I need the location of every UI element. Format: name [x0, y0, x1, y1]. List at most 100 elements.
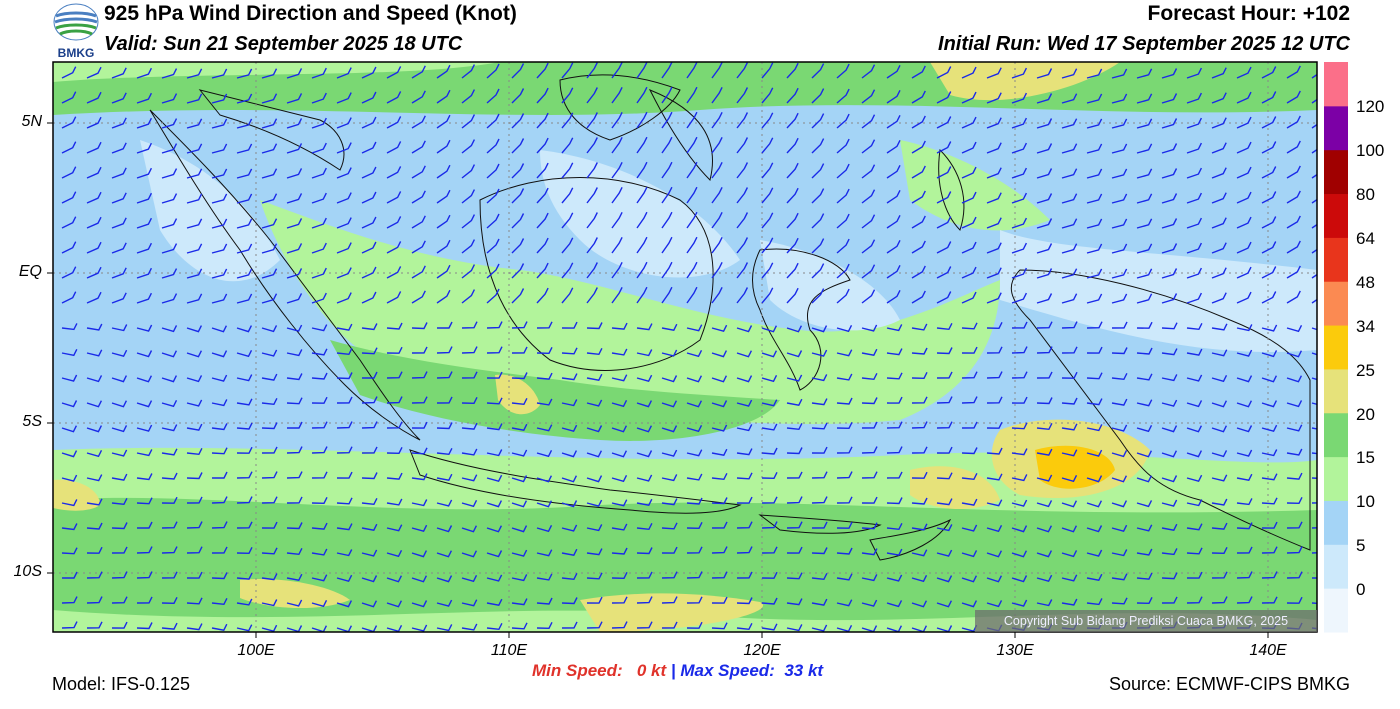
wind-barb — [161, 168, 178, 179]
wind-barb — [86, 241, 102, 254]
wind-barb — [1136, 68, 1153, 79]
wind-barb — [311, 496, 328, 505]
wind-barb — [861, 264, 876, 279]
wind-barb — [786, 350, 803, 358]
colorbar-label: 80 — [1356, 185, 1375, 204]
wind-barb — [261, 397, 278, 406]
wind-barb — [486, 113, 500, 129]
wind-barb — [1136, 572, 1153, 580]
wind-barb — [1061, 243, 1078, 254]
wind-barb — [1161, 243, 1178, 254]
wind-barb — [661, 62, 673, 79]
wind-barb — [1136, 218, 1153, 229]
wind-barb — [886, 471, 903, 479]
wind-barb — [836, 547, 853, 555]
wind-barb — [1086, 243, 1103, 254]
wind-barb — [211, 218, 228, 229]
wind-barb — [286, 496, 303, 504]
wind-barb — [1111, 450, 1128, 458]
sw-yellow-patch — [240, 579, 350, 609]
wind-barb — [1061, 346, 1078, 354]
wind-barb — [586, 347, 603, 356]
wind-barb — [836, 188, 850, 204]
wind-barb — [611, 621, 628, 629]
wind-barb — [786, 398, 803, 406]
wind-barb — [711, 186, 723, 204]
wind-barb — [1036, 448, 1053, 456]
wind-barb — [186, 375, 203, 383]
wind-barb — [986, 192, 1002, 204]
wind-barb — [336, 549, 353, 557]
wind-barb — [286, 522, 303, 530]
wind-barb — [1211, 450, 1228, 458]
wind-barb — [636, 186, 648, 204]
wind-barb — [611, 374, 628, 382]
colorbar-swatch — [1324, 62, 1348, 107]
wind-barb — [911, 497, 928, 505]
wind-barb — [1186, 92, 1203, 104]
wind-barb — [661, 449, 678, 457]
wind-barb — [211, 521, 228, 529]
wind-barb — [1036, 193, 1053, 204]
wind-barb — [686, 596, 703, 604]
wind-barb — [736, 375, 753, 383]
wind-barb — [1061, 321, 1078, 329]
wind-barb — [1111, 573, 1128, 581]
wind-barb — [1136, 347, 1153, 355]
wind-barb — [811, 325, 828, 333]
wind-barb — [86, 425, 103, 433]
wind-barb — [1286, 424, 1303, 432]
wind-barb — [761, 325, 778, 333]
wind-barb — [1061, 93, 1078, 104]
borneo-lightblue — [540, 150, 740, 278]
wind-barb — [1061, 218, 1078, 229]
wind-barb — [61, 596, 78, 604]
north-yellow-patch — [930, 62, 1120, 101]
wind-barb — [736, 287, 749, 304]
wind-barb — [411, 115, 426, 129]
wind-barb — [461, 139, 476, 154]
wind-barb — [62, 571, 78, 579]
wind-barb — [836, 446, 853, 454]
wind-barb — [1186, 242, 1203, 254]
wind-barb — [1311, 352, 1317, 356]
wind-barb — [536, 621, 553, 630]
wind-barb — [186, 423, 203, 431]
wind-barb — [61, 91, 77, 104]
wind-barb — [1161, 118, 1178, 129]
wind-barb — [536, 573, 553, 581]
wind-barb — [636, 400, 653, 408]
wind-barb — [911, 421, 928, 429]
wind-barb — [861, 89, 876, 104]
wind-barb — [1236, 116, 1252, 129]
nusa-tenggara-coast — [758, 514, 882, 534]
wind-barb — [136, 497, 153, 505]
wind-barb — [236, 143, 253, 154]
wind-barb — [186, 93, 203, 104]
wind-barb — [486, 397, 503, 405]
wind-barb — [711, 350, 728, 358]
wind-barb — [1186, 400, 1203, 408]
wind-barb — [1311, 198, 1317, 204]
wind-barb — [286, 547, 303, 556]
wind-barb — [761, 162, 774, 179]
wind-barb — [1161, 499, 1178, 507]
wind-barb — [411, 499, 428, 507]
wind-barb — [136, 350, 153, 358]
wind-barb — [286, 471, 303, 479]
wind-barb — [1111, 347, 1128, 355]
wind-barb — [236, 624, 253, 632]
wind-barb — [561, 450, 578, 458]
wind-barb — [486, 550, 503, 558]
wind-barb — [1086, 525, 1103, 533]
wind-barb — [361, 291, 377, 304]
lon-label: 120E — [743, 642, 781, 659]
wind-barb — [161, 399, 178, 408]
lat-label: 10S — [13, 563, 42, 580]
wind-barb — [711, 571, 728, 579]
wind-barb — [1161, 143, 1178, 154]
wind-barb — [1311, 123, 1317, 129]
wind-barb — [761, 447, 778, 455]
wind-barb — [911, 600, 928, 608]
wind-barb — [686, 286, 698, 304]
